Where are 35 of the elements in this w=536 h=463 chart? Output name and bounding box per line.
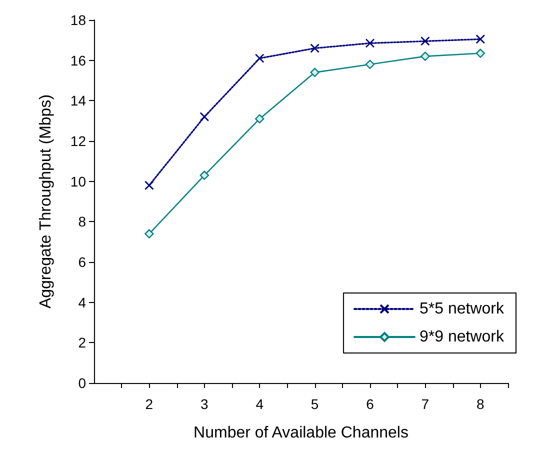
x-tick-label: 7 xyxy=(421,396,430,412)
y-tick-label: 2 xyxy=(78,334,86,351)
point xyxy=(476,34,486,44)
point xyxy=(254,54,264,64)
point xyxy=(200,112,210,122)
legend-label: 5*5 network xyxy=(420,300,505,318)
point xyxy=(365,38,375,48)
y-tick-label: 18 xyxy=(70,12,86,28)
point xyxy=(144,229,154,238)
point xyxy=(200,170,209,180)
x-axis-title: Number of Available Channels xyxy=(194,424,408,442)
x-tick-label: 6 xyxy=(366,396,374,412)
x-tick-label: 3 xyxy=(200,396,208,412)
y-tick-label: 14 xyxy=(70,92,86,109)
point xyxy=(310,68,320,78)
point xyxy=(476,48,485,58)
y-tick-label: 16 xyxy=(70,52,86,68)
point xyxy=(310,44,320,53)
point xyxy=(420,52,430,61)
y-tick-label: 8 xyxy=(78,214,86,230)
x-tick-label: 5 xyxy=(310,396,319,412)
x-tick-label: 8 xyxy=(476,396,484,412)
x-tick-label: 2 xyxy=(145,396,154,412)
y-tick-label: 4 xyxy=(78,294,86,310)
y-tick-label: 12 xyxy=(70,133,86,149)
point xyxy=(420,36,430,46)
point xyxy=(144,180,154,190)
y-tick-label: 10 xyxy=(70,173,86,190)
point xyxy=(255,114,264,124)
legend-label: 9*9 network xyxy=(420,328,505,346)
x-tick-label: 4 xyxy=(256,396,264,412)
y-tick-label: 0 xyxy=(78,375,86,391)
point xyxy=(365,60,375,69)
y-tick-label: 6 xyxy=(78,254,86,270)
y-axis-title: Aggregate Throughput (Mbps) xyxy=(38,94,54,309)
